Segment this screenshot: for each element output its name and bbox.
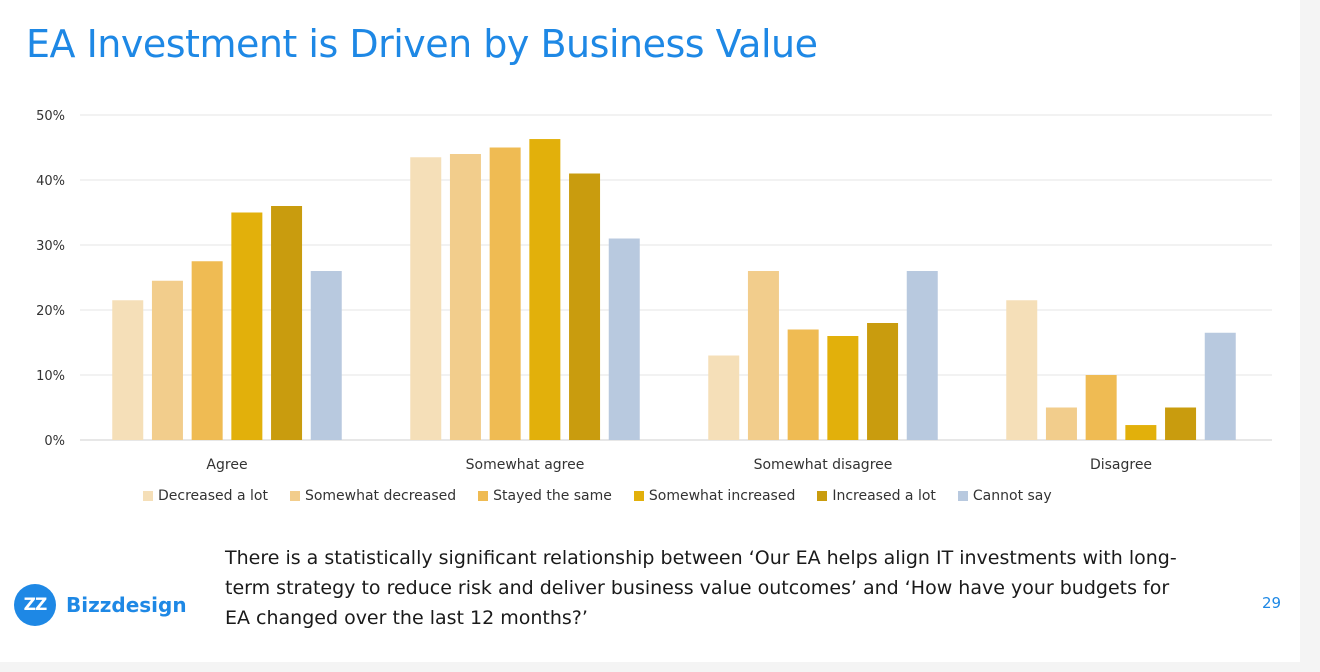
y-tick-label: 50% [36,109,65,124]
bar [1006,300,1038,440]
bar [310,271,342,440]
bar [906,271,938,440]
bar [151,280,183,440]
bar [529,139,561,441]
bizzdesign-logo-icon: ZZ [14,584,56,626]
x-tick-label: Somewhat disagree [754,457,893,473]
x-tick-label: Somewhat agree [466,457,585,473]
legend-label: Somewhat decreased [304,488,457,504]
legend-swatch [633,491,644,501]
chart-legend: Decreased a lot Somewhat decreased Stayed … [143,488,1074,504]
legend-swatch [478,491,489,501]
y-tick-label: 30% [36,239,65,254]
legend-item: Somewhat decreased [289,488,457,504]
y-tick-label: 0% [44,434,65,449]
legend-label: Decreased a lot [158,488,268,504]
bar [1125,425,1157,440]
bar [410,157,442,440]
y-tick-label: 20% [36,304,65,319]
bar [1165,407,1197,440]
brand-name: Bizzdesign [66,593,187,617]
bar [747,271,779,440]
legend-item: Somewhat increased [633,488,796,504]
legend-swatch [143,491,153,501]
y-tick-label: 40% [36,174,65,189]
legend-item: Decreased a lot [143,488,268,504]
bar [608,238,640,440]
legend-swatch [817,491,828,501]
bar [787,329,819,440]
bar-chart: 0% 10% 20% 30% 40% 50% Agree Somewhat agree Some… [36,109,1272,473]
slide-title: EA Investment is Driven by Business Valu… [26,22,818,66]
bar [449,154,481,440]
bar [569,173,601,440]
bar [1045,407,1077,440]
legend-item: Cannot say [957,488,1052,504]
y-tick-label: 10% [36,369,65,384]
bar [1204,332,1236,440]
footnote-text: There is a statistically significant rel… [225,547,1177,629]
x-tick-label: Agree [206,457,247,473]
bar [489,147,521,440]
bar [112,300,144,440]
legend-label: Cannot say [972,488,1052,504]
legend-label: Increased a lot [832,488,936,504]
slide: EA Investment is Driven by Business Valu… [0,0,1300,662]
bar [827,336,859,440]
legend-label: Somewhat increased [648,488,796,504]
bar [708,355,740,440]
x-tick-label: Disagree [1090,457,1152,473]
legend-swatch [957,491,968,501]
legend-item: Increased a lot [817,488,936,504]
brand-logo: ZZ Bizzdesign [14,584,187,626]
bar [867,323,899,440]
legend-swatch [289,491,300,501]
page-number: 29 [1262,594,1282,612]
bar [1085,375,1117,440]
legend-label: Stayed the same [493,488,612,504]
bar [191,261,223,440]
legend-item: Stayed the same [478,488,612,504]
bar [271,206,303,440]
bar [231,212,263,440]
